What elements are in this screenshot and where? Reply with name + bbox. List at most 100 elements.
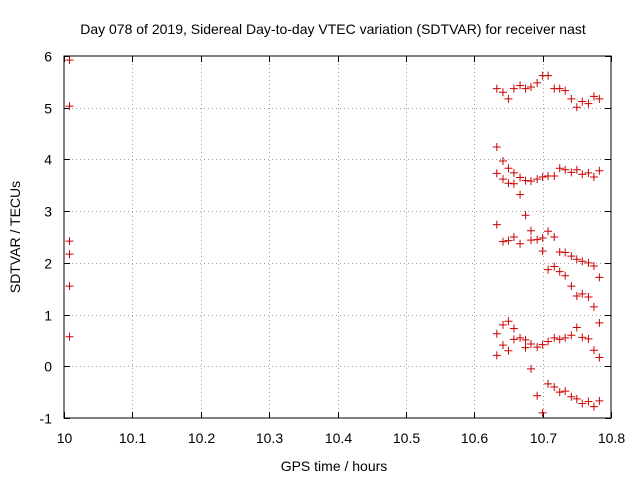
data-point (584, 334, 593, 343)
data-point (65, 56, 74, 65)
data-point (578, 170, 587, 179)
data-point (567, 392, 576, 401)
data-point (584, 292, 593, 301)
data-point (567, 94, 576, 103)
data-point (589, 92, 598, 101)
x-axis-label: GPS time / hours (281, 458, 388, 474)
data-point (516, 81, 525, 90)
data-point (533, 391, 542, 400)
data-point (509, 324, 518, 333)
data-point (544, 71, 553, 80)
data-point (498, 175, 507, 184)
data-point (561, 248, 570, 257)
data-point (498, 88, 507, 97)
data-point (516, 239, 525, 248)
x-tick-label: 10.6 (461, 430, 488, 446)
data-point (567, 168, 576, 177)
data-point (595, 396, 604, 405)
x-tick-label: 10.4 (325, 430, 352, 446)
data-point (555, 84, 564, 93)
y-axis-label: SDTVAR / TECUs (7, 181, 23, 293)
data-point (492, 169, 501, 178)
y-tick-label: 5 (44, 101, 52, 117)
data-point (567, 252, 576, 261)
data-point (561, 271, 570, 280)
data-point (555, 267, 564, 276)
data-point (527, 83, 536, 92)
data-point (550, 333, 559, 342)
data-point (555, 247, 564, 256)
data-point (65, 250, 74, 259)
data-point (595, 94, 604, 103)
data-point (584, 258, 593, 267)
data-point (589, 346, 598, 355)
data-point (509, 335, 518, 344)
data-point (550, 233, 559, 241)
data-point (589, 261, 598, 270)
data-point (509, 233, 518, 241)
data-point (504, 236, 513, 245)
data-point (521, 176, 530, 185)
data-point (550, 171, 559, 180)
y-tick-label: 1 (44, 308, 52, 324)
data-point (589, 302, 598, 311)
data-point (65, 332, 74, 341)
x-tick-label: 10 (57, 430, 73, 446)
data-point (544, 379, 553, 388)
data-point (578, 399, 587, 408)
tick-labels: 10 10.1 10.2 10.3 10.4 10.5 10.6 10.7 10.8 -1 0 1 2 3… (40, 49, 626, 447)
data-point (527, 177, 536, 186)
data-points (65, 56, 604, 417)
x-tick-label: 10.3 (256, 430, 283, 446)
data-point (572, 165, 581, 174)
data-point (498, 237, 507, 246)
data-point (589, 173, 598, 182)
data-point (492, 143, 501, 152)
data-point (509, 84, 518, 93)
data-point (65, 102, 74, 111)
data-point (538, 173, 547, 182)
data-point (538, 340, 547, 349)
data-point (538, 234, 547, 243)
data-point (533, 235, 542, 244)
data-point (555, 164, 564, 173)
data-point (572, 291, 581, 300)
data-point (555, 388, 564, 397)
data-point (595, 166, 604, 175)
y-tick-label: 3 (44, 204, 52, 220)
data-point (498, 341, 507, 350)
data-point (527, 236, 536, 245)
plot-frame (63, 55, 612, 419)
y-tick-label: -1 (40, 411, 53, 427)
data-point (504, 346, 513, 355)
data-point (572, 323, 581, 332)
data-point (509, 179, 518, 188)
data-point (550, 382, 559, 391)
data-point (527, 340, 536, 349)
data-point (533, 78, 542, 87)
data-point (492, 329, 501, 338)
data-point (589, 402, 598, 411)
data-point (572, 103, 581, 112)
data-point (65, 282, 74, 291)
data-point (504, 317, 513, 326)
data-point (504, 164, 513, 173)
data-point (498, 156, 507, 165)
data-point (516, 190, 525, 199)
data-point (561, 333, 570, 342)
data-point (584, 168, 593, 177)
data-point (584, 397, 593, 406)
y-tick-label: 2 (44, 256, 52, 272)
data-point (527, 364, 536, 373)
data-point (544, 265, 553, 274)
data-point (498, 320, 507, 329)
data-point (492, 220, 501, 229)
chart-title: Day 078 of 2019, Sidereal Day-to-day VTE… (80, 21, 586, 37)
data-point (561, 387, 570, 396)
x-tick-label: 10.2 (188, 430, 215, 446)
data-point (516, 333, 525, 342)
data-point (550, 262, 559, 271)
data-point (578, 333, 587, 342)
data-point (538, 246, 547, 255)
